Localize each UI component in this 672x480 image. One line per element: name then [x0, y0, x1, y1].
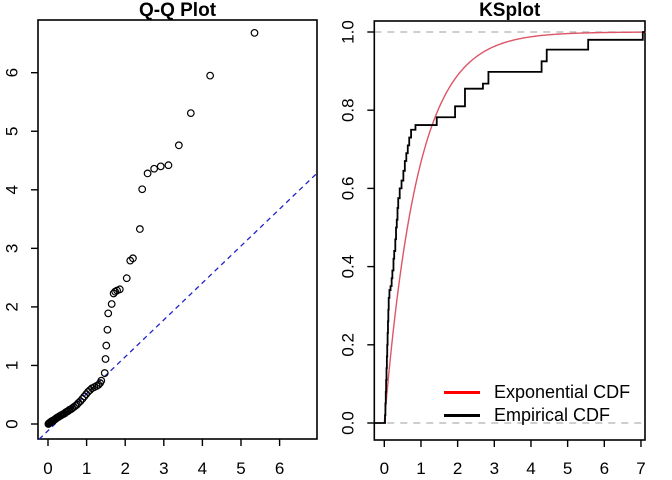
legend-item-empirical-cdf: Empirical CDF: [444, 403, 630, 426]
qq-scatter-point: [104, 309, 113, 318]
qq-plot-area: 0 1 2 3 4 5 6 0 1 2 3 4 5 6: [3, 19, 318, 478]
ks-plot-title: KSplot: [479, 0, 541, 21]
x-tick-label: 6: [275, 459, 284, 478]
y-tick-label: 1: [3, 361, 22, 370]
qq-scatter-point: [102, 341, 111, 350]
qq-plot-title: Q-Q Plot: [139, 0, 217, 21]
x-tick-label: 7: [636, 459, 645, 478]
x-tick-label: 2: [120, 459, 129, 478]
qq-scatter-point: [150, 164, 159, 173]
x-tick-label: 0: [43, 459, 52, 478]
qq-scatter-point: [115, 285, 124, 294]
empirical-cdf-steps: [374, 31, 645, 424]
legend-label-exponential: Exponential CDF: [494, 381, 631, 402]
qq-reference-line: [38, 172, 318, 440]
x-tick-label: 3: [159, 459, 168, 478]
y-tick-label: 4: [3, 185, 22, 194]
ks-plot-area: 0 1 2 3 4 5 6 7 0.0 0.2 0.4 0.6 0.8 1.0: [339, 20, 647, 478]
qq-scatter-point: [143, 169, 152, 178]
qq-scatter-point: [80, 392, 89, 401]
qq-scatter-point: [74, 399, 83, 407]
qq-scatter-point: [156, 162, 165, 171]
ks-chart: KSplot 0 1 2 3 4 5 6 7 0.0 0.2 0.4 0.6 0.8 1.0: [339, 0, 647, 478]
x-tick-label: 6: [600, 459, 609, 478]
x-tick-label: 1: [416, 459, 425, 478]
x-tick-label: 5: [563, 459, 572, 478]
legend-line-swatch-empirical: [444, 413, 480, 417]
x-tick-label: 1: [82, 459, 91, 478]
y-tick-label: 5: [3, 127, 22, 136]
x-tick-label: 2: [453, 459, 462, 478]
qq-scatter-point: [97, 376, 106, 385]
qq-scatter-point: [164, 161, 173, 170]
y-tick-label: 0.6: [339, 177, 358, 201]
x-tick-label: 5: [236, 459, 245, 478]
x-tick-label: 4: [526, 459, 535, 478]
plot-box: [37, 19, 318, 440]
qq-plot-panel: Q-Q Plot 0 1 2 3 4 5 6 0 1 2 3 4 5 6: [3, 0, 318, 478]
x-tick-label: 3: [490, 459, 499, 478]
qq-scatter-point: [82, 390, 91, 399]
y-tick-label: 0.2: [339, 333, 358, 357]
qq-scatter-point: [174, 141, 183, 150]
qq-scatter-point: [186, 109, 195, 117]
y-tick-label: 6: [3, 68, 22, 77]
qq-scatter-point: [129, 254, 137, 263]
qq-scatter-point: [107, 300, 116, 308]
qq-scatter-point: [138, 185, 147, 194]
x-tick-label: 0: [380, 459, 389, 478]
y-tick-label: 0: [3, 419, 22, 428]
qq-scatter-point: [250, 28, 259, 37]
qq-scatter-point: [76, 397, 85, 406]
qq-scatter-point: [100, 369, 109, 377]
qq-chart: Q-Q Plot 0 1 2 3 4 5 6 0 1 2 3 4 5 6: [3, 0, 318, 478]
qq-scatter-point: [135, 225, 144, 233]
qq-scatter-point: [78, 394, 87, 403]
legend-label-empirical: Empirical CDF: [494, 404, 611, 425]
legend-line-swatch-exponential: [444, 390, 480, 394]
y-tick-label: 1.0: [339, 20, 358, 44]
y-tick-label: 2: [3, 302, 22, 311]
y-tick-label: 0.4: [339, 255, 358, 279]
x-tick-label: 4: [198, 459, 207, 478]
qq-scatter-point: [206, 71, 215, 80]
exponential-cdf-curve: [383, 31, 647, 424]
qq-scatter-point: [101, 355, 110, 363]
y-tick-label: 3: [3, 244, 22, 253]
qq-scatter-point: [122, 274, 131, 283]
y-tick-label: 0.0: [339, 411, 358, 435]
legend-item-exponential-cdf: Exponential CDF: [444, 380, 630, 403]
ks-plot-panel: KSplot 0 1 2 3 4 5 6 7 0.0 0.2 0.4 0.6 0.8 1.0 Expone…: [336, 0, 672, 480]
y-tick-label: 0.8: [339, 98, 358, 122]
qq-scatter-point: [103, 325, 112, 334]
plot-box: [373, 20, 646, 441]
ks-legend: Exponential CDF Empirical CDF: [444, 380, 630, 426]
